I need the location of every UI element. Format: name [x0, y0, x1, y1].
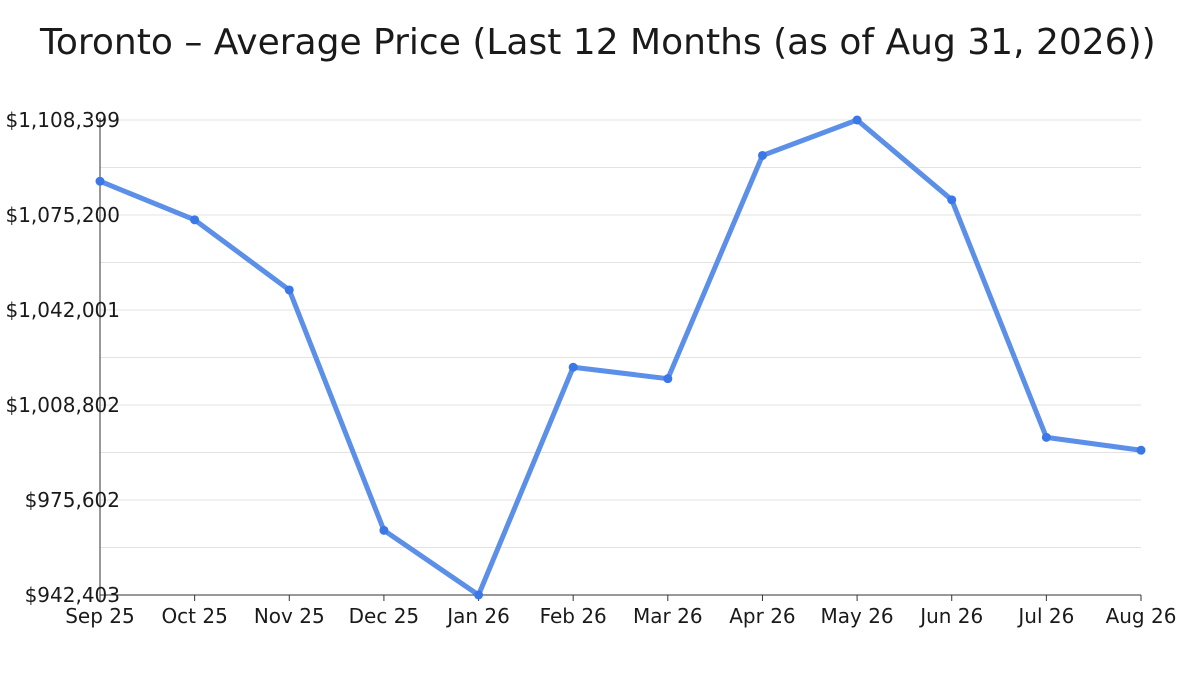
data-point [852, 115, 862, 125]
x-tick-label: Aug 26 [1106, 604, 1177, 628]
x-tick-label: Jul 26 [1016, 604, 1074, 628]
y-tick-label: $1,108,399 [5, 108, 120, 132]
y-tick-label: $1,075,200 [5, 203, 120, 227]
data-point [663, 374, 673, 384]
x-tick-label: Mar 26 [633, 604, 703, 628]
x-tick-label: Sep 25 [65, 604, 135, 628]
y-tick-label: $942,403 [25, 583, 120, 607]
chart-title: Toronto – Average Price (Last 12 Months … [40, 22, 1156, 63]
x-tick-label: Apr 26 [729, 604, 795, 628]
data-point [947, 195, 957, 205]
y-tick-label: $1,042,001 [5, 298, 120, 322]
data-point [757, 150, 767, 160]
axis-layer [99, 118, 1142, 601]
x-tick-label: May 26 [821, 604, 894, 628]
data-point [284, 285, 294, 295]
x-tick-label: Feb 26 [540, 604, 607, 628]
x-tick-label: Nov 25 [254, 604, 325, 628]
data-point [474, 590, 484, 600]
data-point [190, 215, 200, 225]
y-tick-labels: $942,403 $975,602 $1,008,802 $1,042,001 $1,0… [5, 108, 120, 607]
x-tick-label: Oct 25 [161, 604, 227, 628]
x-tick-label: Jan 26 [445, 604, 510, 628]
data-point [95, 176, 105, 186]
data-point [1041, 432, 1051, 442]
series-line [97, 117, 1144, 598]
grid-layer [100, 119, 1141, 548]
data-point [1136, 445, 1146, 455]
y-tick-label: $975,602 [25, 488, 120, 512]
series-layer [97, 117, 1144, 598]
data-point [379, 525, 389, 535]
y-tick-label: $1,008,802 [5, 393, 120, 417]
x-tick-label: Dec 25 [349, 604, 420, 628]
marker-layer [95, 115, 1146, 600]
x-tick-labels: Sep 25 Oct 25 Nov 25 Dec 25 Jan 26 Feb 26 Mar … [65, 604, 1176, 628]
x-tick-label: Jun 26 [918, 604, 983, 628]
data-point [568, 362, 578, 372]
